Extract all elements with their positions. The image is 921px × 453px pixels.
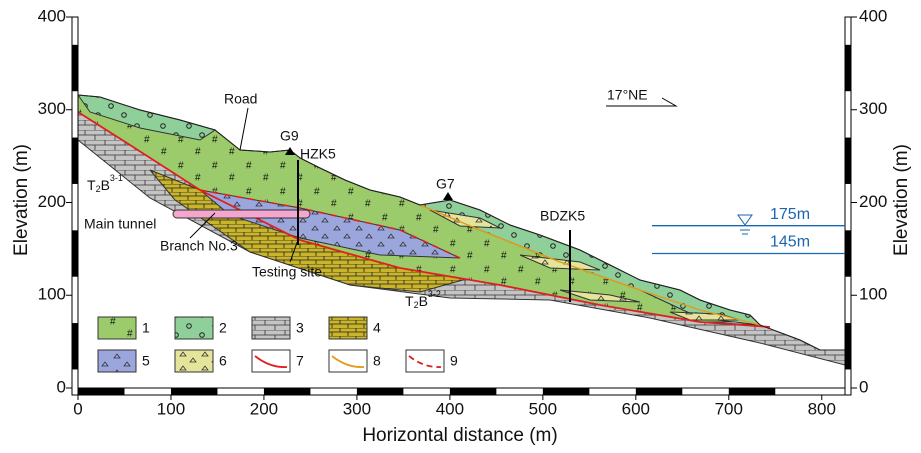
y-tick-label: 0	[57, 377, 66, 396]
legend-label: 8	[373, 353, 381, 369]
y2-tick-label: 100	[859, 285, 887, 304]
y2-tick-label: 200	[859, 192, 887, 211]
frame-stripe	[171, 388, 217, 395]
label: HZK5	[300, 146, 336, 162]
y-title: Elevation (m)	[11, 144, 32, 256]
label: G7	[436, 176, 455, 192]
legend-swatch	[98, 350, 136, 372]
legend-swatch	[329, 350, 367, 372]
frame-stripe	[845, 138, 851, 184]
frame-stripe	[72, 230, 78, 276]
frame-stripe	[78, 388, 124, 395]
legend-label: 3	[296, 320, 304, 336]
legend-label: 6	[219, 353, 227, 369]
x-tick-label: 100	[157, 399, 185, 418]
x-tick-label: 600	[622, 399, 650, 418]
x-tick-label: 700	[715, 399, 743, 418]
legend-swatch	[252, 350, 290, 372]
legend-swatch	[252, 317, 290, 339]
legend-swatch	[406, 350, 444, 372]
label: Main tunnel	[84, 216, 156, 232]
x-tick-label: 500	[529, 399, 557, 418]
y2-tick-label: 300	[859, 99, 887, 118]
legend-label: 1	[142, 320, 150, 336]
frame-stripe	[72, 45, 78, 91]
x-tick-label: 400	[436, 399, 464, 418]
section-figure: ## Road G9 HZK5 G7 BDZK5 Main tunnel Bra…	[0, 0, 921, 448]
y2-tick-label: 0	[859, 377, 868, 396]
frame-stripe	[845, 323, 851, 369]
y-tick-label: 200	[38, 192, 66, 211]
frame-stripe	[72, 323, 78, 369]
water-label: 145m	[770, 234, 810, 251]
legend-swatch	[98, 317, 136, 339]
frame-stripe	[636, 388, 682, 395]
stratum: T2B3-1	[87, 173, 123, 194]
b: B	[101, 177, 110, 193]
y2-title: Elevation (m)	[891, 144, 912, 256]
legend-swatch	[329, 317, 367, 339]
main-tunnel	[173, 210, 310, 218]
legend-label: 7	[296, 353, 304, 369]
y-tick-label: 400	[38, 6, 66, 25]
leader	[240, 108, 248, 150]
x-tick-label: 0	[73, 399, 82, 418]
frame-stripe	[72, 138, 78, 184]
frame-stripe	[450, 388, 496, 395]
legend-swatch	[175, 350, 213, 372]
label: Road	[224, 91, 257, 107]
frame-stripe	[729, 388, 775, 395]
y2-tick-label: 400	[859, 6, 887, 25]
x-title: Horizontal distance (m)	[362, 425, 557, 446]
water-symbol	[738, 215, 752, 234]
frame-stripe	[543, 388, 589, 395]
legend-label: 4	[373, 320, 381, 336]
label: Testing site	[252, 264, 322, 280]
sup: 3-1	[110, 173, 123, 183]
label: G9	[280, 128, 299, 144]
y-tick-label: 100	[38, 285, 66, 304]
b: B	[419, 293, 428, 309]
label: 17°NE	[607, 87, 648, 103]
legend-label: 9	[450, 353, 458, 369]
y-tick-label: 300	[38, 99, 66, 118]
sup: 3-2	[428, 289, 441, 299]
label: Branch No.3	[160, 238, 238, 254]
label: BDZK5	[540, 208, 585, 224]
water-label: 175m	[770, 206, 810, 223]
x-tick-label: 800	[808, 399, 836, 418]
g7-marker	[443, 192, 453, 200]
x-tick-label: 300	[343, 399, 371, 418]
legend-swatch	[175, 317, 213, 339]
x-tick-label: 200	[250, 399, 278, 418]
frame-stripe	[264, 388, 310, 395]
frame-stripe	[357, 388, 403, 395]
stratum: T2B3-2	[405, 289, 441, 310]
frame-stripe	[845, 230, 851, 276]
legend-label: 5	[142, 353, 150, 369]
frame-stripe	[845, 45, 851, 91]
legend-label: 2	[219, 320, 227, 336]
